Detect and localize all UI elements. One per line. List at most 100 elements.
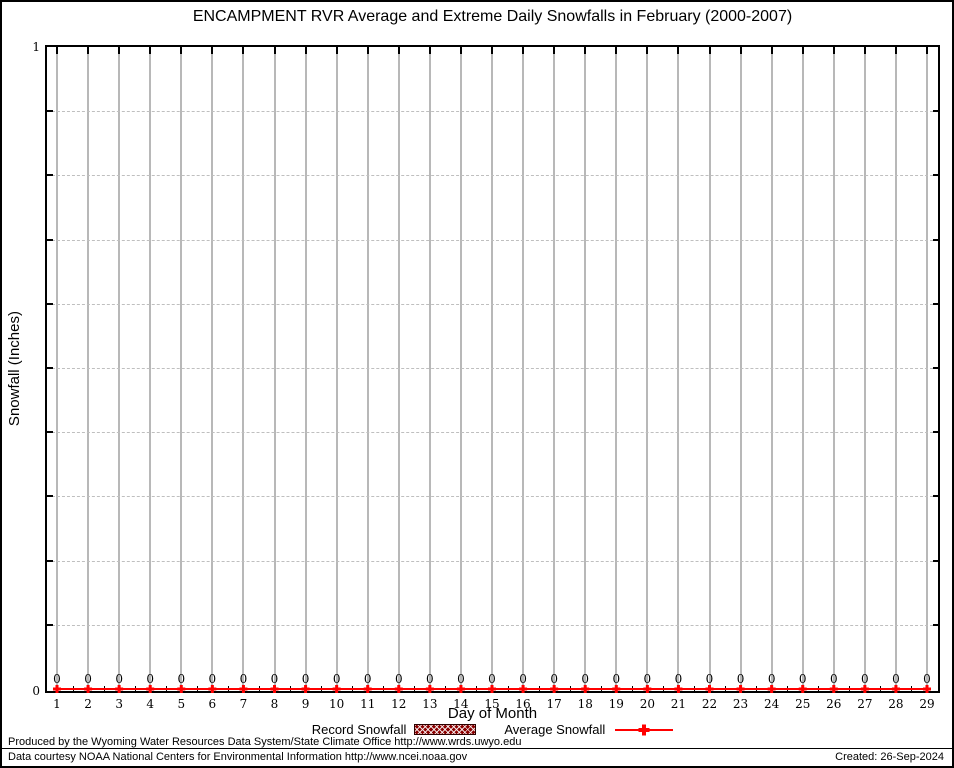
x-tick-top	[801, 47, 804, 54]
point-value-label: 0	[612, 672, 621, 686]
point-value-label: 0	[674, 672, 683, 686]
x-gridline	[646, 47, 649, 691]
plus-marker-icon	[638, 727, 650, 732]
point-value-label: 0	[394, 672, 403, 686]
x-gridline	[832, 47, 835, 691]
x-tick-label: 2	[84, 697, 92, 711]
point-value-label: 0	[488, 672, 496, 686]
x-tick-top	[832, 47, 835, 54]
x-tick-top	[87, 47, 90, 54]
point-value-label: 0	[53, 672, 61, 686]
y-tick-right	[933, 302, 938, 305]
x-tick-top	[553, 47, 556, 54]
x-tick-label: 21	[670, 697, 687, 711]
point-value-label: 0	[239, 672, 248, 686]
footer-created-date: Created: 26-Sep-2024	[835, 751, 944, 763]
x-tick-label: 16	[515, 697, 531, 711]
x-gridline	[397, 47, 400, 691]
point-value-label: 0	[270, 672, 279, 686]
y-gridline	[47, 496, 938, 498]
point-value-label: 0	[923, 672, 931, 686]
legend-record-swatch-icon	[414, 724, 477, 735]
y-tick-left	[47, 367, 53, 369]
legend-record-label: Record Snowfall	[311, 722, 407, 737]
x-tick-label: 1	[53, 697, 61, 711]
x-tick-label: 4	[146, 697, 155, 711]
y-tick-label-min: 0	[32, 684, 40, 698]
x-tick-top	[739, 47, 742, 54]
x-tick-label: 20	[639, 697, 655, 711]
x-tick-top	[926, 47, 928, 54]
x-tick-label: 15	[484, 697, 500, 711]
point-value-label: 0	[798, 672, 807, 686]
x-gridline	[242, 47, 245, 691]
x-tick-top	[646, 47, 649, 54]
x-gridline	[149, 47, 152, 691]
y-tick-right	[933, 174, 938, 177]
x-tick-top	[180, 47, 183, 54]
y-tick-right	[933, 495, 938, 498]
point-value-label: 0	[550, 672, 558, 686]
point-value-label: 0	[519, 672, 527, 686]
x-gridline	[211, 47, 214, 691]
point-value-label: 0	[177, 672, 186, 686]
x-tick-top	[366, 47, 369, 54]
x-tick-label: 14	[453, 697, 469, 711]
x-tick-label: 27	[857, 697, 873, 711]
x-tick-label: 9	[301, 697, 310, 711]
x-gridline	[677, 47, 680, 691]
x-tick-label: 19	[608, 697, 624, 711]
x-gridline	[87, 47, 90, 691]
x-tick-top	[459, 47, 462, 54]
point-value-label: 0	[115, 672, 123, 686]
point-value-label: 0	[146, 672, 155, 686]
chart-title: ENCAMPMENT RVR Average and Extreme Daily…	[192, 8, 793, 25]
x-gridline	[56, 47, 58, 691]
point-value-label: 0	[581, 672, 590, 686]
y-axis-title-text: Snowfall (Inches)	[5, 311, 23, 427]
x-gridline	[180, 47, 183, 691]
point-value-label: 0	[892, 672, 900, 686]
x-gridline	[553, 47, 556, 691]
x-gridline	[366, 47, 369, 691]
x-tick-label: 28	[888, 697, 904, 711]
x-tick-top	[149, 47, 152, 54]
x-tick-label: 10	[329, 697, 345, 711]
x-gridline	[584, 47, 587, 691]
y-tick-right	[933, 623, 938, 626]
point-value-label: 0	[301, 672, 310, 686]
x-tick-label: 18	[577, 697, 593, 711]
y-tick-right	[933, 238, 938, 241]
x-tick-top	[273, 47, 276, 54]
x-tick-label: 6	[208, 697, 217, 711]
x-tick-label: 29	[919, 697, 935, 711]
y-gridline	[47, 175, 938, 177]
point-value-label: 0	[208, 672, 217, 686]
x-tick-label: 5	[177, 697, 186, 711]
y-gridline	[47, 368, 938, 369]
x-tick-top	[677, 47, 680, 54]
point-value-label: 0	[457, 672, 465, 686]
y-tick-right	[933, 431, 938, 434]
y-tick-left	[47, 431, 53, 434]
point-value-label: 0	[861, 672, 869, 686]
y-gridline	[47, 303, 938, 305]
x-gridline	[491, 47, 493, 691]
x-tick-top	[615, 47, 618, 54]
x-tick-label: 3	[115, 697, 123, 711]
point-value-label: 0	[426, 672, 434, 686]
x-tick-top	[304, 47, 307, 54]
point-value-label: 0	[767, 672, 776, 686]
y-gridline	[47, 432, 938, 434]
x-tick-label: 8	[270, 697, 279, 711]
x-gridline	[615, 47, 618, 691]
x-tick-top	[491, 47, 493, 54]
x-tick-top	[335, 47, 338, 54]
x-gridline	[739, 47, 742, 691]
plot-area: 1 0 2 0 3 0 4 0 5 0 6 0 7 0 8 0 9 0 10 0 11 0 12 0 13 0 14 0 15 0 16 0 1…	[45, 45, 940, 711]
x-tick-top	[428, 47, 431, 54]
y-tick-right	[933, 367, 938, 369]
x-tick-top	[770, 47, 773, 54]
x-tick-top	[708, 47, 711, 54]
